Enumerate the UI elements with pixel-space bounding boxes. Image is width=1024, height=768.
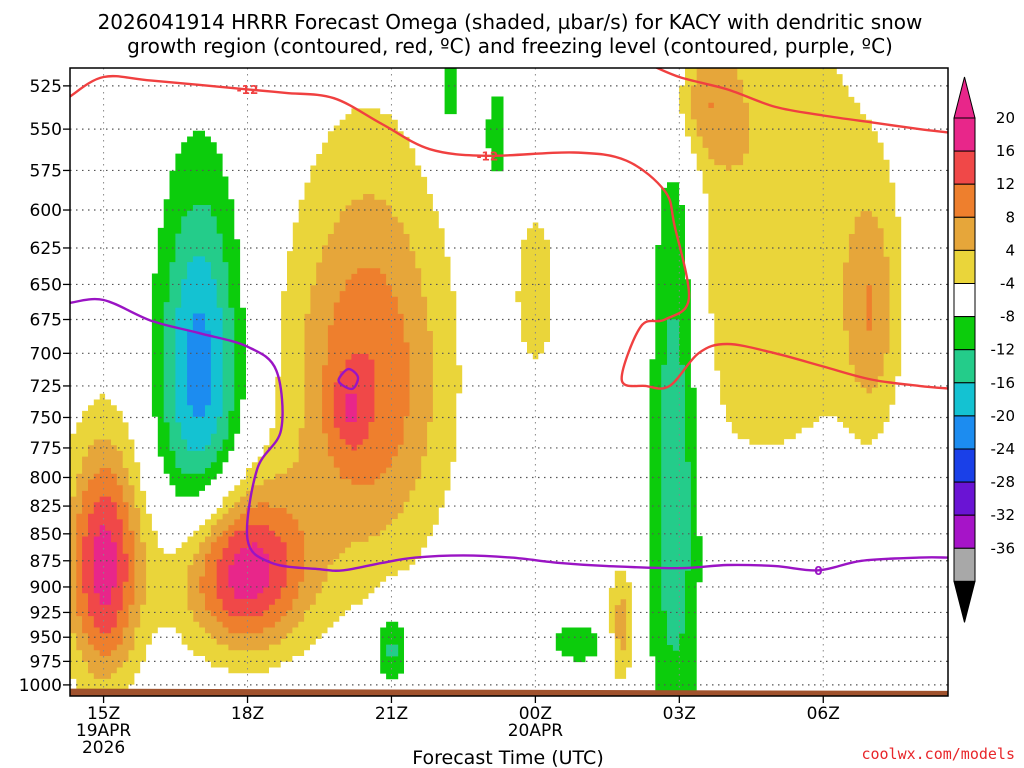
chart-title-line-1: 2026041914 HRRR Forecast Omega (shaded, …: [98, 10, 923, 34]
contour-lines: [70, 68, 948, 572]
colorbar-overflow-high: [953, 76, 976, 119]
colorbar-label-4: 4: [1005, 241, 1015, 259]
colorbar-swatch--32: [953, 514, 976, 549]
x-axis-title: Forecast Time (UTC): [412, 747, 603, 768]
dgz-contour-0: [70, 74, 948, 390]
colorbar-swatch--36: [953, 547, 976, 582]
y-tick-label-750: 750: [30, 408, 62, 428]
colorbar-swatch--20: [953, 415, 976, 450]
dgz-contour-label-0-1: -12: [477, 149, 499, 163]
colorbar-label--28: -28: [991, 473, 1016, 491]
colorbar-overflow-low: [953, 580, 976, 623]
colorbar-label--20: -20: [991, 407, 1016, 425]
colorbar-label--36: -36: [991, 539, 1016, 557]
x-tick-label-21Z: 21Z: [375, 704, 408, 724]
freezing-contour-0: [70, 297, 948, 572]
colorbar-swatch-12: [953, 183, 976, 218]
colorbar-swatch-4: [953, 249, 976, 284]
dgz-contour-1: [654, 68, 948, 134]
y-tick-label-550: 550: [30, 120, 62, 140]
x-tick-label-2026: 2026: [82, 738, 125, 758]
x-tick-label-20APR: 20APR: [508, 721, 564, 741]
colorbar-label--24: -24: [991, 440, 1016, 458]
y-tick-label-525: 525: [30, 77, 62, 97]
colorbar-swatch-16: [953, 150, 976, 185]
chart-title-line-2: growth region (contoured, red, ºC) and f…: [127, 34, 893, 58]
y-tick-label-800: 800: [30, 468, 62, 488]
colorbar-swatch--12: [953, 349, 976, 384]
terrain-fill: [70, 688, 948, 696]
chart-title: 2026041914 HRRR Forecast Omega (shaded, …: [98, 10, 923, 58]
colorbar-label-8: 8: [1005, 208, 1015, 226]
freezing-contour-label-0-0: 0: [814, 564, 822, 578]
omega-shading: [70, 68, 948, 696]
y-tick-label-775: 775: [30, 439, 62, 459]
dgz-contour-label-0-0: -12: [237, 83, 259, 97]
y-tick-label-1000: 1000: [19, 676, 62, 696]
colorbar-label--8: -8: [1000, 308, 1015, 326]
contour-labels: -12 -12 0: [237, 83, 823, 578]
omega-band--20-to--16: [187, 313, 211, 417]
x-tick-label-06Z: 06Z: [807, 704, 840, 724]
colorbar-label--16: -16: [991, 374, 1016, 392]
colorbar-swatch--28: [953, 481, 976, 516]
colorbar-swatch--16: [953, 382, 976, 417]
y-tick-label-675: 675: [30, 311, 62, 331]
omega-band--12-to--8: [163, 205, 691, 657]
colorbar-label-20: 20: [996, 109, 1015, 127]
y-tick-label-900: 900: [30, 578, 62, 598]
x-tick-label-03Z: 03Z: [663, 704, 696, 724]
y-tick-label-925: 925: [30, 603, 62, 623]
x-tick-label-18Z: 18Z: [231, 704, 264, 724]
colorbar-label--12: -12: [991, 341, 1016, 359]
colorbar-label-16: 16: [996, 142, 1015, 160]
y-tick-label-650: 650: [30, 275, 62, 295]
y-tick-label-825: 825: [30, 497, 62, 517]
colorbar-label--4: -4: [1000, 275, 1015, 293]
colorbar-swatch-20: [953, 117, 976, 152]
colorbar-swatch--8: [953, 316, 976, 351]
grid-lines: [70, 68, 948, 696]
omega-band-12-to-16: [75, 102, 873, 657]
plot-frame: [69, 67, 949, 697]
colorbar: 20 16 12 8 4 -4 -8 -12 -16 -20 -24 -28 -32 -36: [953, 76, 1016, 623]
colorbar-label-12: 12: [996, 175, 1015, 193]
x-tick-label-19APR: 19APR: [76, 721, 132, 741]
colorbar-swatch--4: [953, 283, 976, 318]
y-tick-label-600: 600: [30, 201, 62, 221]
colorbar-swatch--24: [953, 448, 976, 483]
y-tick-label-875: 875: [30, 552, 62, 572]
freezing-contour-1: [337, 367, 360, 391]
colorbar-swatch-8: [953, 216, 976, 251]
credit-watermark: coolwx.com/models: [861, 745, 1015, 763]
y-tick-label-575: 575: [30, 161, 62, 181]
y-tick-label-950: 950: [30, 628, 62, 648]
terrain-ground: [70, 688, 948, 696]
y-tick-label-625: 625: [30, 239, 62, 259]
y-tick-label-850: 850: [30, 525, 62, 545]
x-tick-label-00Z: 00Z: [519, 704, 552, 724]
omega-band-16-to-20: [81, 353, 375, 634]
y-tick-label-975: 975: [30, 652, 62, 672]
y-tick-label-700: 700: [30, 344, 62, 364]
omega-band--4-to-4: [70, 68, 948, 696]
x-tick-label-15Z: 15Z: [87, 704, 120, 724]
pressure-axis: 525 550 575 600 625 650 675 700 725 750 775 800 825 8…: [19, 77, 70, 696]
colorbar-label--32: -32: [991, 506, 1016, 524]
y-tick-label-725: 725: [30, 377, 62, 397]
